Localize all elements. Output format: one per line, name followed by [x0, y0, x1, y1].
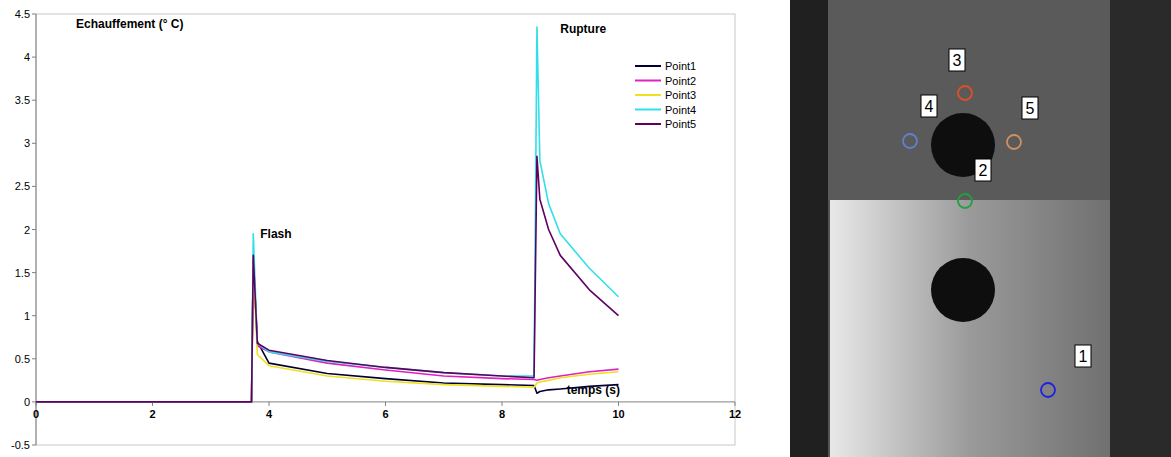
image-background — [790, 0, 1171, 457]
y-tick — [32, 272, 36, 273]
x-tick-label: 8 — [499, 408, 505, 420]
y-tick — [32, 315, 36, 316]
series-line — [36, 27, 619, 402]
annotation: Flash — [260, 227, 291, 241]
y-tick-label: 3 — [24, 137, 30, 149]
legend-swatch — [635, 123, 661, 125]
marker-label-box — [949, 49, 965, 71]
y-tick — [32, 14, 36, 15]
legend-swatch — [635, 94, 661, 96]
y-tick-label: 1 — [24, 310, 30, 322]
x-tick — [269, 402, 270, 406]
y-tick-label: 4.5 — [15, 8, 30, 20]
y-tick — [32, 100, 36, 101]
marker-circle — [1007, 135, 1021, 149]
y-tick-label: -0.5 — [11, 439, 30, 451]
y-tick — [32, 186, 36, 187]
series-line — [36, 255, 619, 402]
series-line — [36, 264, 619, 402]
upper-area — [828, 0, 1110, 200]
x-tick-label: 12 — [729, 408, 741, 420]
legend-label: Point4 — [665, 104, 696, 116]
x-tick-label: 4 — [266, 408, 273, 420]
y-tick — [32, 57, 36, 58]
legend-swatch — [635, 65, 661, 67]
legend-label: Point3 — [665, 89, 696, 101]
lines — [36, 27, 619, 402]
x-tick — [618, 402, 619, 406]
y-tick-label: 4 — [24, 51, 30, 63]
series-line — [36, 260, 619, 402]
y-tick-label: 2.5 — [15, 180, 30, 192]
light-area — [830, 175, 1110, 457]
dark-band — [1110, 0, 1171, 457]
hole — [931, 258, 995, 322]
y-tick — [32, 401, 36, 402]
marker-circle — [958, 194, 972, 208]
y-tick — [32, 358, 36, 359]
dark-band — [790, 0, 828, 457]
marker-label: 3 — [953, 52, 962, 69]
annotation: Rupture — [560, 22, 606, 36]
series-line — [36, 156, 619, 402]
y-tick-label: 2 — [24, 224, 30, 236]
legend-label: Point1 — [665, 60, 696, 72]
legend-label: Point2 — [665, 75, 696, 87]
x-tick-label: 0 — [33, 408, 39, 420]
x-tick-label: 6 — [382, 408, 388, 420]
marker-label: 4 — [925, 98, 934, 115]
marker-label: 2 — [979, 162, 988, 179]
y-tick-label: 1.5 — [15, 267, 30, 279]
marker-label-box — [1075, 345, 1091, 367]
marker-label: 1 — [1079, 348, 1088, 365]
y-axis-title: Echauffement (° C) — [76, 17, 183, 31]
x-tick-label: 10 — [612, 408, 624, 420]
legend-label: Point5 — [665, 118, 696, 130]
x-tick — [385, 402, 386, 406]
marker-label: 5 — [1026, 100, 1035, 117]
x-tick — [735, 402, 736, 406]
marker-circle — [958, 86, 972, 100]
marker-label-box — [921, 95, 937, 117]
thermal-image: 1 2 3 4 5 — [790, 0, 1171, 457]
legend-swatch — [635, 109, 661, 111]
x-tick — [502, 402, 503, 406]
marker-circle — [903, 134, 917, 148]
y-tick-label: 0 — [24, 396, 30, 408]
marker-label-box — [1022, 97, 1038, 119]
x-tick-label: 2 — [149, 408, 155, 420]
y-tick — [32, 445, 36, 446]
plot-frame — [36, 14, 735, 445]
y-tick — [32, 143, 36, 144]
marker-label-box — [975, 159, 991, 181]
y-tick — [32, 229, 36, 230]
y-tick-label: 0.5 — [15, 353, 30, 365]
y-tick-label: 3.5 — [15, 94, 30, 106]
legend-swatch — [635, 80, 661, 82]
marker-circle — [1041, 383, 1055, 397]
